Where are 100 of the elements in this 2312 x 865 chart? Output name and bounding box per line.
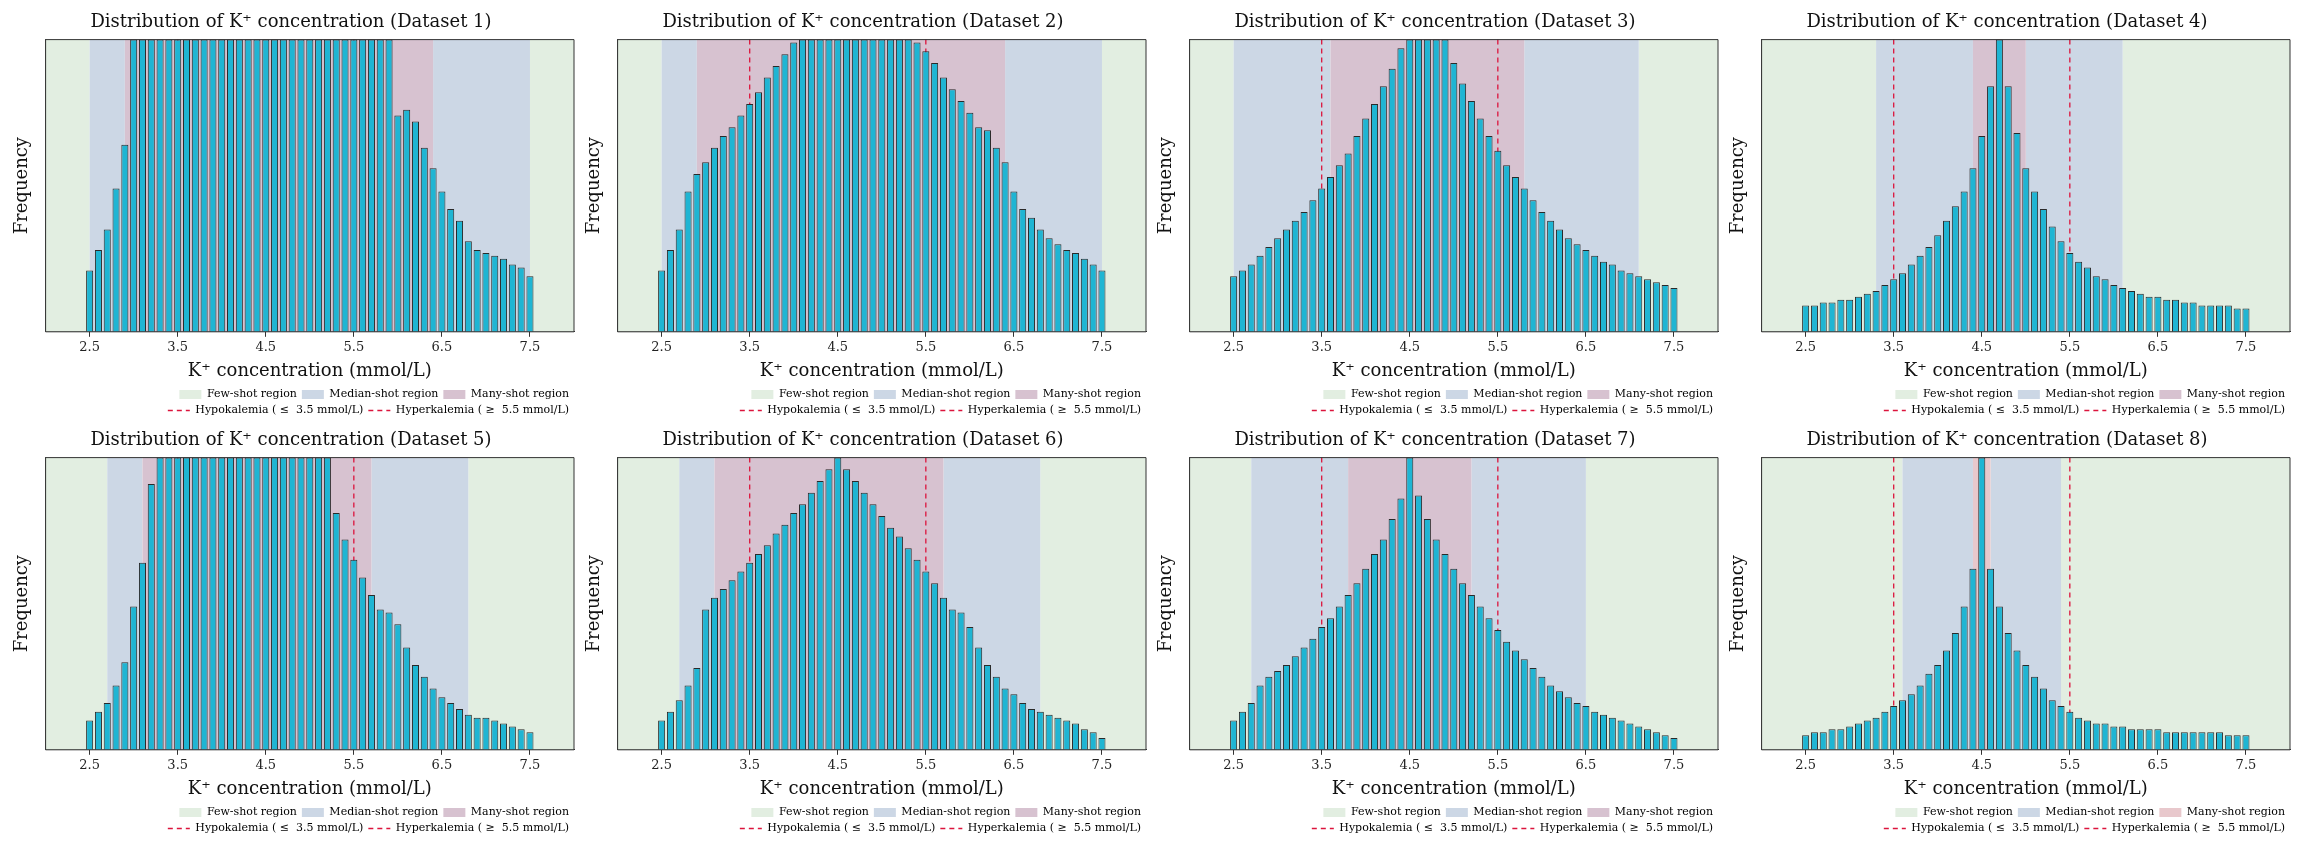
- legend-label: Hypokalemia ( ≤ 3.5 mmol/L): [767, 821, 936, 835]
- x-tick-label: 6.5: [1575, 338, 1597, 354]
- x-tick-label: 7.5: [1091, 338, 1113, 354]
- x-axis-title: K⁺ concentration (mmol/L): [187, 776, 432, 798]
- x-tick-label: 6.5: [1003, 756, 1025, 772]
- legend-label: Many-shot region: [470, 387, 569, 401]
- legend-label: Median-shot region: [2045, 387, 2155, 401]
- legend-label: Few-shot region: [206, 387, 297, 401]
- y-axis-title: Frequency: [582, 554, 604, 653]
- legend-label: Few-shot region: [206, 805, 297, 819]
- legend-label: Hypokalemia ( ≤ 3.5 mmol/L): [195, 821, 364, 835]
- x-tick-label: 2.5: [1795, 756, 1816, 772]
- y-axis-title: Frequency: [1154, 136, 1176, 235]
- legend-label: Many-shot region: [2186, 387, 2285, 401]
- x-tick-label: 4.5: [1399, 338, 1421, 354]
- chart-title: Distribution of K⁺ concentration (Dataset 1): [90, 10, 492, 32]
- legend-label: Hyperkalemia ( ≥ 5.5 mmol/L): [1539, 821, 1714, 835]
- legend-label: Median-shot region: [1473, 805, 1583, 819]
- x-tick-label: 5.5: [915, 338, 937, 354]
- x-tick-label: 7.5: [519, 338, 541, 354]
- legend-label: Hyperkalemia ( ≥ 5.5 mmol/L): [395, 821, 570, 835]
- x-tick-label: 3.5: [1883, 756, 1905, 772]
- x-tick-label: 4.5: [1971, 338, 1993, 354]
- x-tick-label: 3.5: [1311, 338, 1333, 354]
- x-tick-label: 2.5: [1223, 338, 1244, 354]
- legend-label: Hyperkalemia ( ≥ 5.5 mmol/L): [2111, 821, 2286, 835]
- chart-title: Distribution of K⁺ concentration (Dataset 2): [662, 10, 1064, 32]
- legend-label: Many-shot region: [1614, 387, 1713, 401]
- x-tick-label: 2.5: [79, 756, 100, 772]
- x-axis-title: K⁺ concentration (mmol/L): [1903, 776, 2148, 798]
- x-tick-label: 5.5: [915, 756, 937, 772]
- x-tick-label: 5.5: [343, 338, 365, 354]
- legend-label: Hyperkalemia ( ≥ 5.5 mmol/L): [395, 403, 570, 417]
- legend-label: Hypokalemia ( ≤ 3.5 mmol/L): [1339, 821, 1508, 835]
- x-tick-label: 6.5: [2147, 338, 2169, 354]
- x-tick-label: 4.5: [255, 338, 277, 354]
- chart-title: Distribution of K⁺ concentration (Dataset 4): [1806, 10, 2208, 32]
- x-tick-label: 7.5: [1091, 756, 1113, 772]
- legend-label: Median-shot region: [1473, 387, 1583, 401]
- x-tick-label: 3.5: [1883, 338, 1905, 354]
- x-tick-label: 7.5: [519, 756, 541, 772]
- x-tick-label: 7.5: [1663, 338, 1685, 354]
- chart-title: Distribution of K⁺ concentration (Dataset 5): [90, 428, 492, 450]
- legend-label: Hyperkalemia ( ≥ 5.5 mmol/L): [967, 821, 1142, 835]
- chart-title: Distribution of K⁺ concentration (Dataset 6): [662, 428, 1064, 450]
- legend-label: Many-shot region: [470, 805, 569, 819]
- x-axis-title: K⁺ concentration (mmol/L): [1331, 776, 1576, 798]
- y-axis-title: Frequency: [582, 136, 604, 235]
- legend-label: Hyperkalemia ( ≥ 5.5 mmol/L): [2111, 403, 2286, 417]
- chart-title: Distribution of K⁺ concentration (Dataset 7): [1234, 428, 1636, 450]
- x-tick-label: 2.5: [1795, 338, 1816, 354]
- legend-label: Median-shot region: [901, 387, 1011, 401]
- x-tick-label: 4.5: [1971, 756, 1993, 772]
- x-tick-label: 6.5: [1003, 338, 1025, 354]
- y-axis-title: Frequency: [10, 554, 32, 653]
- chart-title: Distribution of K⁺ concentration (Dataset 3): [1234, 10, 1636, 32]
- y-axis-title: Frequency: [10, 136, 32, 235]
- x-tick-label: 7.5: [2235, 756, 2257, 772]
- x-axis-title: K⁺ concentration (mmol/L): [759, 776, 1004, 798]
- x-tick-label: 5.5: [1487, 756, 1509, 772]
- x-tick-label: 3.5: [739, 756, 761, 772]
- legend-label: Many-shot region: [1614, 805, 1713, 819]
- x-tick-label: 3.5: [167, 756, 189, 772]
- x-tick-label: 6.5: [2147, 756, 2169, 772]
- x-tick-label: 5.5: [2059, 338, 2081, 354]
- legend-label: Many-shot region: [2186, 805, 2285, 819]
- x-tick-label: 4.5: [1399, 756, 1421, 772]
- x-axis-title: K⁺ concentration (mmol/L): [759, 358, 1004, 380]
- x-tick-label: 2.5: [651, 338, 672, 354]
- legend-label: Hypokalemia ( ≤ 3.5 mmol/L): [1911, 821, 2080, 835]
- legend-label: Many-shot region: [1042, 805, 1141, 819]
- x-tick-label: 3.5: [739, 338, 761, 354]
- x-tick-label: 3.5: [167, 338, 189, 354]
- legend-label: Median-shot region: [901, 805, 1011, 819]
- legend-label: Hypokalemia ( ≤ 3.5 mmol/L): [1911, 403, 2080, 417]
- y-axis-title: Frequency: [1726, 136, 1748, 235]
- legend-label: Hyperkalemia ( ≥ 5.5 mmol/L): [1539, 403, 1714, 417]
- y-axis-title: Frequency: [1154, 554, 1176, 653]
- x-tick-label: 5.5: [343, 756, 365, 772]
- legend-label: Hypokalemia ( ≤ 3.5 mmol/L): [195, 403, 364, 417]
- x-tick-label: 6.5: [431, 338, 453, 354]
- legend-label: Hyperkalemia ( ≥ 5.5 mmol/L): [967, 403, 1142, 417]
- legend-label: Median-shot region: [329, 387, 439, 401]
- legend-label: Median-shot region: [329, 805, 439, 819]
- legend-label: Few-shot region: [1350, 387, 1441, 401]
- x-axis-title: K⁺ concentration (mmol/L): [1331, 358, 1576, 380]
- x-tick-label: 5.5: [1487, 338, 1509, 354]
- x-axis-title: K⁺ concentration (mmol/L): [1903, 358, 2148, 380]
- legend-label: Many-shot region: [1042, 387, 1141, 401]
- x-axis-title: K⁺ concentration (mmol/L): [187, 358, 432, 380]
- x-tick-label: 6.5: [431, 756, 453, 772]
- legend-label: Median-shot region: [2045, 805, 2155, 819]
- legend-label: Few-shot region: [1350, 805, 1441, 819]
- x-tick-label: 2.5: [79, 338, 100, 354]
- legend-label: Hypokalemia ( ≤ 3.5 mmol/L): [1339, 403, 1508, 417]
- legend-label: Few-shot region: [778, 805, 869, 819]
- x-tick-label: 4.5: [827, 756, 849, 772]
- x-tick-label: 7.5: [1663, 756, 1685, 772]
- x-tick-label: 4.5: [255, 756, 277, 772]
- x-tick-label: 7.5: [2235, 338, 2257, 354]
